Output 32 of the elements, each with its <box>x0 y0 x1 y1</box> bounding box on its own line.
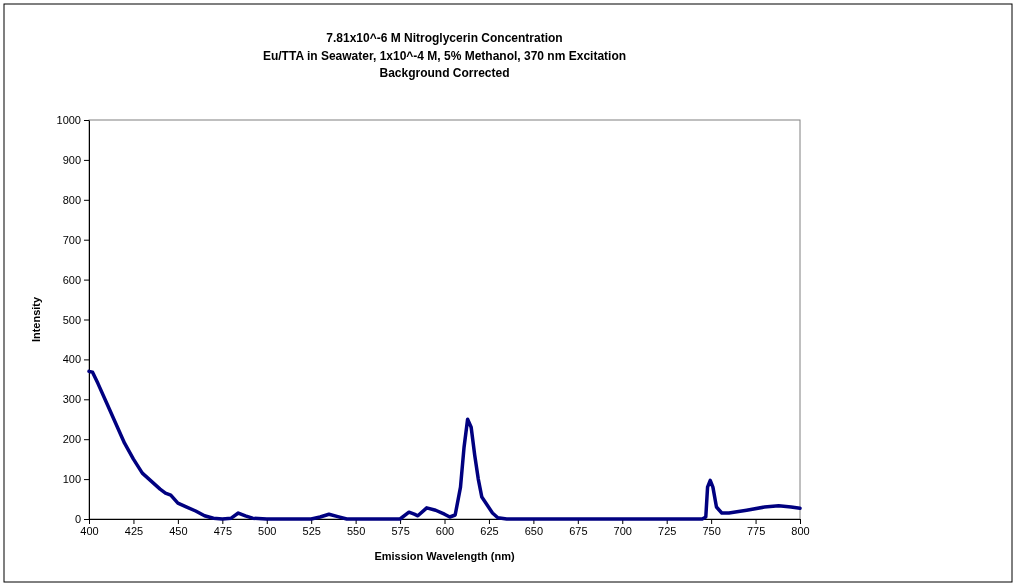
y-tick-label: 100 <box>62 473 81 486</box>
chart-title: 7.81x10^-6 M Nitroglycerin Concentration <box>326 31 563 45</box>
x-tick-label: 600 <box>435 524 455 537</box>
x-tick-label: 625 <box>480 524 499 537</box>
y-tick-label: 800 <box>62 193 81 206</box>
y-tick-label: 500 <box>62 313 81 326</box>
y-tick-label: 200 <box>62 433 81 446</box>
x-tick-label: 675 <box>569 524 588 537</box>
y-tick-label: 700 <box>62 233 81 246</box>
x-tick-label: 450 <box>169 524 188 537</box>
x-tick-label: 775 <box>746 524 766 537</box>
y-tick-label: 300 <box>62 393 81 406</box>
y-tick-label: 0 <box>74 513 81 526</box>
x-tick-label: 500 <box>258 524 277 537</box>
y-tick-label: 1000 <box>56 114 81 127</box>
x-tick-label: 425 <box>124 524 144 537</box>
x-tick-label: 575 <box>391 524 410 537</box>
y-tick-label: 400 <box>62 353 81 366</box>
x-axis-title: Emission Wavelength (nm) <box>374 550 515 562</box>
x-tick-label: 525 <box>302 524 321 537</box>
x-tick-label: 650 <box>524 524 544 537</box>
x-tick-label: 475 <box>213 524 232 537</box>
x-tick-label: 400 <box>80 524 99 537</box>
x-tick-label: 800 <box>791 524 810 537</box>
x-tick-label: 700 <box>613 524 632 537</box>
y-axis-title: Intensity <box>30 296 42 343</box>
y-tick-label: 600 <box>62 273 81 286</box>
x-tick-label: 725 <box>658 524 677 537</box>
chart-subtitle: Eu/TTA in Seawater, 1x10^-4 M, 5% Methanol, 370 nm Excitation Background Corrected <box>262 49 627 80</box>
x-tick-label: 550 <box>346 524 366 537</box>
x-tick-label: 750 <box>702 524 721 537</box>
y-tick-label: 900 <box>62 153 81 166</box>
